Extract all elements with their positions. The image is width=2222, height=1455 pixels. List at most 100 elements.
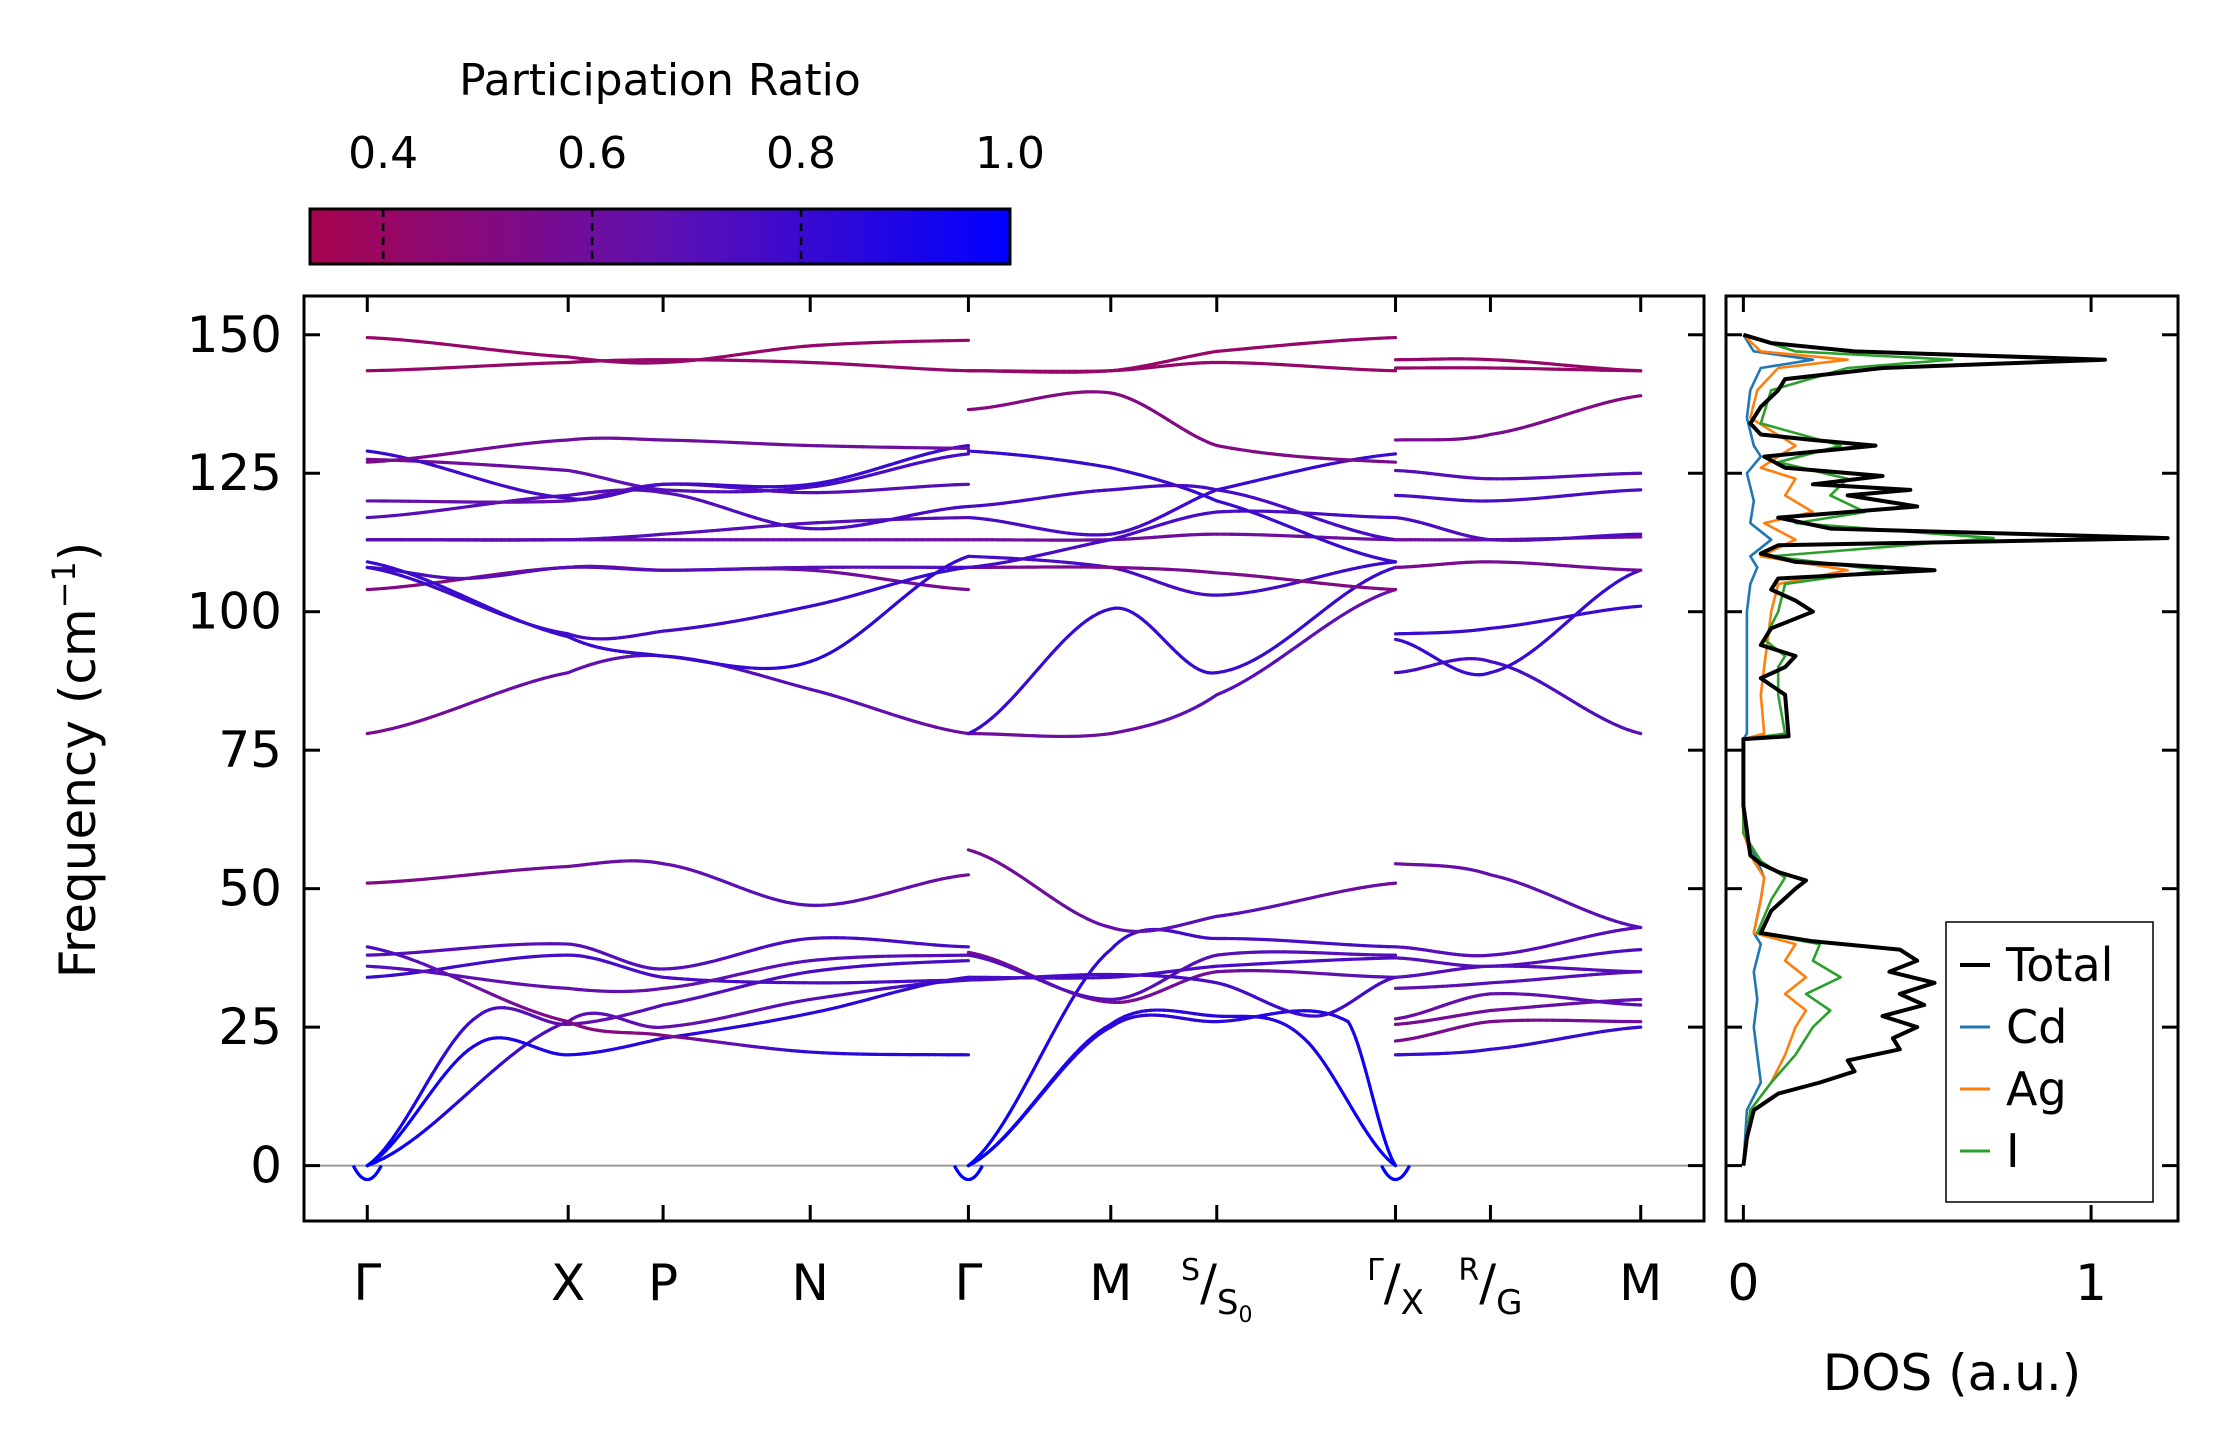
colorbar-tick-label: 0.8 (766, 128, 836, 179)
y-tick-label: 125 (187, 444, 282, 502)
x-tick-label-combined: R/G (1458, 1253, 1522, 1323)
x-tick-label-slash: / (1384, 1254, 1401, 1312)
x-tick-label-top: Γ (1367, 1253, 1384, 1288)
band-line (1386, 558, 1398, 564)
colorbar-title: Participation Ratio (459, 55, 861, 106)
x-tick-label: M (1619, 1254, 1662, 1312)
band-line (1020, 1078, 1030, 1094)
acoustic-dip (1380, 1164, 1411, 1182)
legend: Total Cd Ag I (1945, 921, 2154, 1203)
x-tick-label-slash: / (1479, 1254, 1496, 1312)
legend-frame (1945, 921, 2154, 1203)
band-line (960, 873, 971, 878)
x-tick-label: N (792, 1254, 829, 1312)
band-line (1032, 1056, 1042, 1072)
x-tick-label-subscript: 0 (1239, 1303, 1253, 1328)
acoustic-dip (952, 1164, 984, 1182)
band-line (996, 1120, 1006, 1133)
colorbar-tick-label: 0.4 (348, 128, 418, 179)
band-line (1632, 730, 1643, 736)
band-line (1386, 881, 1398, 886)
band-line (533, 1031, 545, 1041)
band-line (507, 1048, 520, 1059)
band-line (1002, 1110, 1012, 1124)
band-line (482, 1069, 495, 1080)
x-tick-label: M (1089, 1254, 1132, 1312)
x-tick-label-bottom: X (1401, 1283, 1424, 1323)
band-line (499, 1055, 512, 1066)
y-tick-label: 50 (218, 860, 282, 918)
band-line (1632, 924, 1643, 930)
x-tick-label: P (648, 1254, 678, 1312)
x-tick-label-top: R (1458, 1253, 1479, 1288)
band-line (399, 1140, 411, 1150)
dos-panel: 0 1 DOS (a.u.) Total Cd Ag I (1724, 294, 2180, 1402)
legend-label-total: Total (2005, 938, 2113, 992)
band-line (1043, 1034, 1054, 1049)
x-tick-label-bottom: G (1496, 1283, 1522, 1323)
band-line (1391, 1160, 1398, 1168)
x-tick-label: Γ (954, 1254, 982, 1312)
dos-line-cd (1742, 334, 1815, 1166)
dos-line-ag (1742, 333, 1849, 1166)
band-line (1008, 1100, 1018, 1114)
colorbar-gradient (308, 207, 1012, 266)
dos-x-axis-label: DOS (a.u.) (1823, 1344, 2082, 1402)
band-line (1061, 1002, 1071, 1017)
dos-x-tick-label: 0 (1727, 1254, 1759, 1312)
band-line (491, 1062, 503, 1073)
x-tick-label-bottom: S (1217, 1283, 1239, 1323)
band-axes-frame (302, 294, 1706, 1223)
dos-x-tick-label: 1 (2075, 1254, 2107, 1312)
legend-label-ag: Ag (2006, 1062, 2067, 1116)
band-line (516, 1042, 528, 1053)
x-tick-label-slash: / (1200, 1254, 1217, 1312)
band-line (390, 1146, 403, 1156)
band-line (1014, 1089, 1024, 1104)
band-line (466, 1084, 478, 1095)
dos-line-total (1741, 332, 2170, 1166)
colorbar-tick-label: 0.6 (557, 128, 627, 179)
band-line (984, 1138, 994, 1150)
band-line (960, 452, 971, 457)
dos-axes-frame (1724, 294, 2180, 1223)
band-line (1067, 992, 1077, 1006)
band-line (1632, 604, 1643, 609)
band-line (1026, 1067, 1036, 1083)
band-line (407, 1134, 420, 1145)
band-line (457, 1091, 470, 1103)
acoustic-dip (351, 1164, 383, 1182)
y-axis-label-main: Frequency (cm (49, 608, 107, 978)
x-tick-label-combined: S/S0 (1181, 1253, 1253, 1328)
y-tick-label: 100 (187, 583, 282, 641)
x-tick-label-combined: Γ/X (1367, 1253, 1424, 1323)
band-line (1049, 1023, 1059, 1038)
band-line (449, 1099, 461, 1110)
y-axis-label: Frequency (cm−1) (45, 542, 107, 979)
x-tick-label: X (551, 1254, 585, 1312)
colorbar-tick-label: 1.0 (975, 128, 1045, 179)
y-tick-label: 0 (250, 1137, 282, 1195)
colorbar: Participation Ratio 0.4 0.6 0.8 1.0 (308, 55, 1045, 266)
legend-label-i: I (2006, 1124, 2020, 1178)
band-line (1386, 452, 1398, 457)
y-axis-label-exponent: −1 (45, 561, 83, 608)
band-line (990, 1129, 1000, 1142)
band-line (432, 1113, 445, 1125)
y-tick-label: 150 (187, 306, 282, 364)
band-line (1055, 1012, 1065, 1027)
x-tick-label: Γ (353, 1254, 381, 1312)
band-line (1632, 1025, 1643, 1030)
y-tick-label: 75 (218, 721, 282, 779)
band-line (960, 443, 971, 449)
band-line (1632, 394, 1643, 399)
band-line (424, 1121, 436, 1132)
y-tick-label: 25 (218, 998, 282, 1056)
y-axis-label-close: ) (49, 542, 107, 562)
legend-label-cd: Cd (2006, 1000, 2067, 1054)
x-tick-label-top: S (1181, 1253, 1200, 1288)
band-line (1037, 1045, 1048, 1060)
band-line (441, 1106, 453, 1118)
